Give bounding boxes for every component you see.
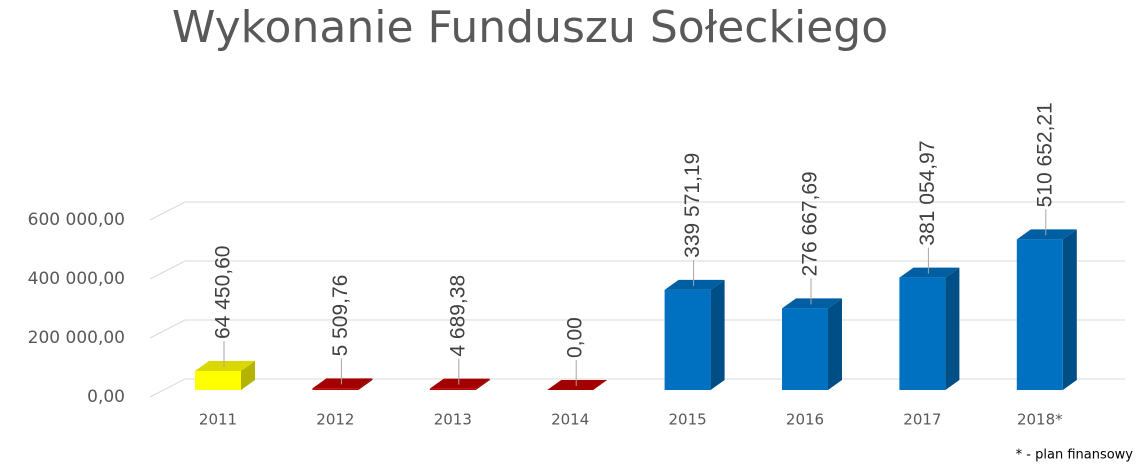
bar-side <box>358 378 373 390</box>
grid-line <box>149 319 1125 339</box>
bar <box>195 360 255 390</box>
value-label: 381 054,97 <box>916 140 939 245</box>
value-label: 510 652,21 <box>1033 102 1056 207</box>
grid-line <box>149 378 1125 398</box>
value-label: 276 667,69 <box>799 171 822 276</box>
bar-side <box>828 298 842 390</box>
bar-front <box>664 289 711 390</box>
value-label: 0,00 <box>564 317 587 358</box>
bar <box>664 279 725 390</box>
y-tick-label: 600 000,00 <box>28 210 125 230</box>
bar-front <box>1016 239 1063 390</box>
bar-front <box>195 370 241 390</box>
x-tick-label: 2017 <box>903 411 941 429</box>
footnote: * - plan finansowy <box>1016 448 1134 463</box>
y-tick-label: 200 000,00 <box>28 328 125 348</box>
y-tick-label: 400 000,00 <box>28 269 125 289</box>
value-label: 5 509,76 <box>329 275 352 357</box>
bar <box>312 378 373 390</box>
bar <box>429 378 490 390</box>
bar-side <box>710 279 725 390</box>
bar <box>899 267 960 390</box>
value-label: 64 450,60 <box>212 246 235 339</box>
x-tick-label: 2013 <box>434 411 472 429</box>
x-tick-label: 2015 <box>669 411 707 429</box>
bar <box>782 298 842 390</box>
bar <box>547 380 608 390</box>
x-tick-label: 2011 <box>199 411 237 429</box>
x-tick-label: 2016 <box>786 411 824 429</box>
bar-side <box>945 267 960 390</box>
bar-front <box>899 277 946 390</box>
x-tick-label: 2014 <box>551 411 589 429</box>
x-tick-label: 2018* <box>1017 411 1063 429</box>
bar-top <box>547 380 608 390</box>
bar-side <box>475 378 490 390</box>
bar-front <box>429 388 476 390</box>
bar-top <box>664 279 725 290</box>
bar-top <box>312 378 373 389</box>
bar-top <box>1016 229 1077 240</box>
grid-line <box>149 201 1125 221</box>
value-label: 339 571,19 <box>681 153 704 258</box>
bar-top <box>899 267 960 278</box>
x-tick-label: 2012 <box>316 411 354 429</box>
chart-title: Wykonanie Funduszu Sołeckiego <box>172 2 888 53</box>
y-tick-label: 0,00 <box>87 387 125 407</box>
grid-line <box>149 260 1125 280</box>
bar <box>1016 229 1077 390</box>
bar-side <box>241 360 255 390</box>
value-label: 4 689,38 <box>446 275 469 357</box>
bar-side <box>1062 229 1077 390</box>
bar-top <box>429 378 490 389</box>
bar-top <box>782 298 842 309</box>
bar-front <box>782 308 828 390</box>
bar-top <box>195 360 255 371</box>
bar-front <box>312 388 359 390</box>
